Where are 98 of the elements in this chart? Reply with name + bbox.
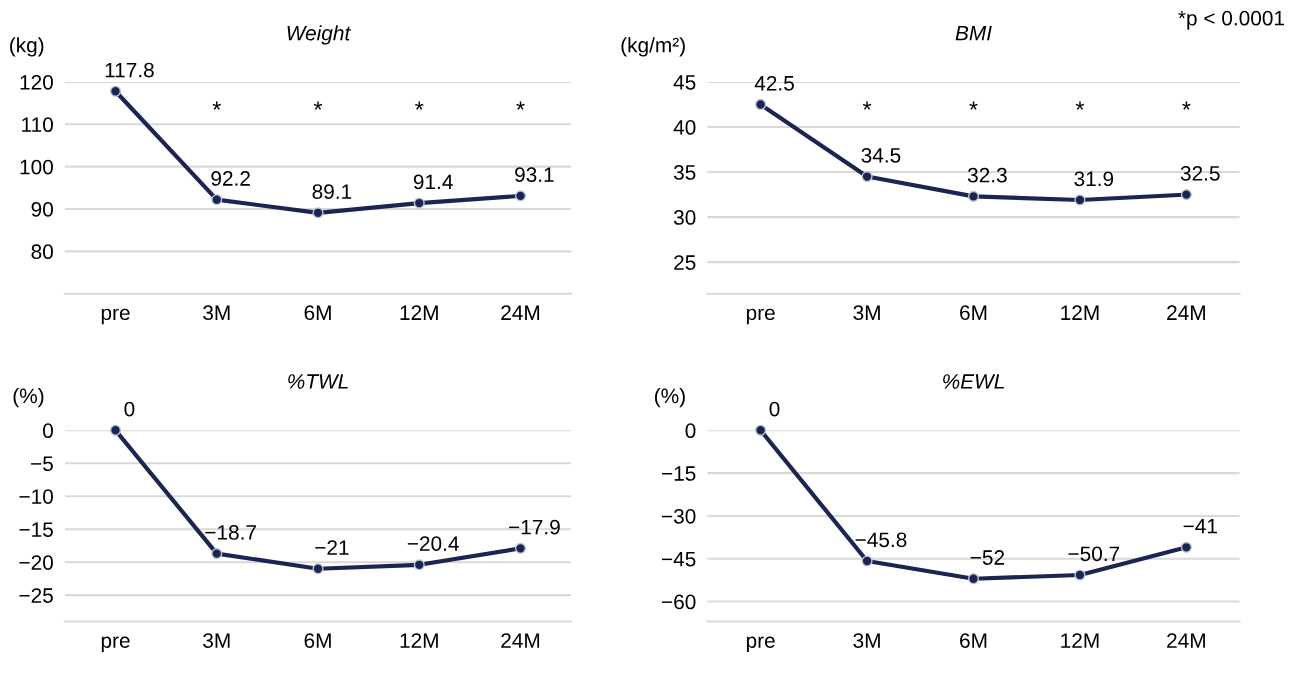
x-tick-label: 6M bbox=[304, 305, 331, 321]
point bbox=[514, 190, 527, 202]
y-tick-label: 90 bbox=[31, 202, 53, 217]
point bbox=[1074, 194, 1086, 206]
annotation: * bbox=[862, 101, 872, 110]
annotation: * bbox=[1182, 101, 1191, 110]
point bbox=[861, 171, 873, 183]
x-tick-label: 12M bbox=[400, 633, 438, 648]
y-tick-label: 30 bbox=[673, 210, 696, 225]
point bbox=[312, 563, 324, 575]
y-tick-label: −60 bbox=[661, 594, 696, 610]
x-tick-label: 3M bbox=[203, 633, 230, 648]
text: −41 bbox=[1183, 518, 1217, 534]
data-label: 117.8 bbox=[105, 62, 154, 78]
point bbox=[413, 197, 425, 209]
y-tick-label: −25 bbox=[19, 588, 53, 603]
point bbox=[109, 85, 122, 97]
y-tick-label: 100 bbox=[20, 159, 53, 175]
y-tick-label: 0 bbox=[685, 423, 696, 439]
y-tick-label: 80 bbox=[31, 244, 53, 260]
data-label: 31.9 bbox=[1074, 171, 1114, 187]
point bbox=[1074, 569, 1086, 581]
text: −50.7 bbox=[1068, 546, 1120, 562]
x-tick-label: pre bbox=[746, 636, 775, 653]
y-axis-title: (%) bbox=[13, 387, 44, 408]
chart-title: BMI bbox=[955, 25, 992, 41]
point bbox=[1180, 541, 1192, 553]
x-tick-label: 3M bbox=[853, 633, 880, 648]
chart-title: Weight bbox=[287, 25, 351, 45]
x-tick-label: 24M bbox=[501, 305, 540, 320]
text: −45.8 bbox=[855, 532, 907, 548]
annotation: * bbox=[516, 101, 525, 110]
data-label: 32.5 bbox=[1180, 165, 1220, 181]
y-axis-title: (kg) bbox=[10, 37, 44, 57]
x-tick-label: pre bbox=[101, 308, 130, 325]
annotation: * bbox=[313, 101, 323, 110]
y-tick-label: 40 bbox=[673, 120, 696, 135]
text: −17.9 bbox=[509, 519, 560, 535]
point bbox=[967, 573, 980, 585]
y-tick-label: −10 bbox=[19, 489, 53, 504]
point bbox=[861, 555, 873, 567]
data-label: 89.1 bbox=[312, 184, 352, 199]
data-label: 42.5 bbox=[754, 75, 794, 91]
x-tick-label: 3M bbox=[853, 305, 880, 321]
point bbox=[109, 424, 122, 436]
x-tick-label: pre bbox=[746, 308, 775, 325]
x-tick-label: 24M bbox=[1167, 305, 1205, 320]
y-tick-label: −5 bbox=[31, 456, 53, 472]
y-tick-label: −20 bbox=[19, 555, 53, 570]
x-tick-label: 3M bbox=[203, 305, 230, 321]
y-tick-label: −15 bbox=[661, 466, 696, 481]
text: 0 bbox=[769, 401, 780, 417]
y-tick-label: −30 bbox=[661, 508, 696, 524]
text: −20.4 bbox=[407, 536, 459, 551]
text: −52 bbox=[970, 550, 1005, 565]
x-tick-label: 24M bbox=[501, 633, 540, 648]
y-tick-label: 35 bbox=[673, 165, 696, 180]
y-axis-title: (kg/m²) bbox=[621, 37, 685, 57]
x-tick-label: 12M bbox=[400, 305, 438, 320]
y-tick-label: 45 bbox=[673, 75, 696, 90]
text: 0 bbox=[124, 401, 135, 417]
point bbox=[967, 190, 980, 202]
point bbox=[755, 424, 767, 436]
annotation: * bbox=[969, 101, 978, 110]
point bbox=[755, 98, 767, 111]
point bbox=[211, 548, 223, 560]
point bbox=[312, 207, 324, 219]
point bbox=[211, 194, 223, 206]
chart-title: %EWL bbox=[943, 374, 1004, 389]
annotation: * bbox=[415, 101, 424, 110]
annotation: * bbox=[1075, 101, 1085, 110]
data-label: 32.3 bbox=[967, 167, 1007, 183]
y-tick-label: 25 bbox=[674, 255, 696, 270]
y-tick-label: 110 bbox=[22, 117, 53, 133]
x-tick-label: 6M bbox=[960, 633, 987, 648]
y-axis-title: (%) bbox=[655, 387, 685, 408]
y-tick-label: −45 bbox=[661, 551, 696, 567]
y-tick-label: 120 bbox=[20, 74, 53, 90]
chart-title: %TWL bbox=[288, 374, 348, 389]
y-tick-label: −15 bbox=[19, 522, 53, 537]
x-tick-label: 24M bbox=[1167, 633, 1205, 648]
x-tick-label: 6M bbox=[960, 305, 987, 321]
text: −18.7 bbox=[205, 525, 256, 540]
text: *p < 0.0001 bbox=[1178, 10, 1285, 30]
x-tick-label: 12M bbox=[1061, 305, 1099, 320]
annotation: * bbox=[212, 101, 221, 110]
data-label: 34.5 bbox=[861, 147, 901, 163]
x-tick-label: 6M bbox=[304, 633, 331, 648]
data-label: 91.4 bbox=[413, 174, 453, 190]
x-tick-label: 12M bbox=[1061, 633, 1099, 648]
data-label: 93.1 bbox=[515, 167, 554, 183]
data-label: 92.2 bbox=[211, 171, 250, 186]
point bbox=[514, 542, 527, 554]
point bbox=[413, 559, 425, 571]
text: −21 bbox=[315, 540, 349, 555]
point bbox=[1180, 189, 1192, 201]
y-tick-label: 0 bbox=[43, 423, 53, 439]
x-tick-label: pre bbox=[101, 636, 130, 653]
